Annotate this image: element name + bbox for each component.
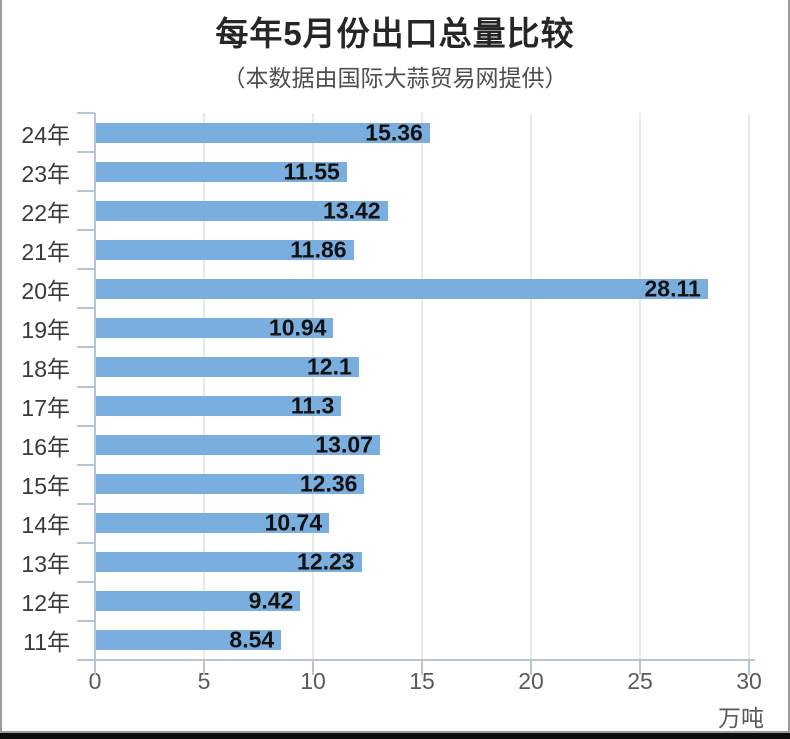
value-label: 12.23 — [297, 548, 355, 575]
bar-row: 13.07 — [95, 426, 749, 465]
bar: 9.42 — [95, 587, 301, 614]
x-axis-tick — [530, 660, 532, 675]
category-label: 22年 — [21, 199, 70, 226]
y-axis-tick — [77, 112, 95, 114]
bar: 10.74 — [95, 509, 330, 536]
bar-row: 11.55 — [95, 152, 749, 191]
y-axis-tick — [77, 268, 95, 271]
category-label: 20年 — [21, 277, 70, 304]
x-axis-tick — [203, 660, 205, 675]
plot-area: 15.36 11.55 13.42 11.86 28.11 10.94 12.1 11.3 13… — [77, 112, 755, 675]
gridline — [530, 113, 532, 660]
bar: 13.42 — [95, 197, 388, 224]
bar: 28.11 — [95, 275, 708, 302]
y-axis-tick — [77, 307, 95, 310]
bar: 15.36 — [95, 119, 430, 146]
frame-border-left — [0, 0, 2, 739]
frame-bottom-black-bar — [0, 733, 790, 739]
y-axis-tick — [77, 190, 95, 193]
y-axis-line — [94, 113, 96, 660]
bar: 12.1 — [95, 353, 359, 380]
bar-row: 10.94 — [95, 308, 749, 347]
bar-row: 28.11 — [95, 269, 749, 308]
x-axis-tick — [312, 660, 314, 675]
bar-row: 11.86 — [95, 230, 749, 269]
y-axis-tick — [77, 580, 95, 583]
bar-row: 10.74 — [95, 504, 749, 543]
category-label: 15年 — [21, 473, 70, 500]
x-axis-line — [77, 659, 755, 661]
x-axis-tick-label: 0 — [88, 668, 102, 694]
bar-row: 12.36 — [95, 465, 749, 504]
category-label: 16年 — [21, 434, 70, 461]
category-label: 19年 — [21, 316, 70, 343]
chart-subtitle: （本数据由国际大蒜贸易网提供） — [222, 65, 568, 91]
value-label: 11.3 — [290, 392, 335, 419]
y-axis-tick — [77, 541, 95, 544]
value-label: 10.74 — [264, 509, 323, 536]
value-label: 8.54 — [229, 626, 275, 653]
category-label: 14年 — [21, 512, 70, 539]
bar-row: 12.1 — [95, 347, 749, 386]
x-axis-tick — [748, 660, 750, 675]
gridline — [748, 113, 750, 660]
gridline — [203, 113, 205, 660]
value-label: 11.55 — [283, 158, 340, 185]
bar: 11.3 — [95, 392, 342, 419]
x-axis-tick — [639, 660, 641, 675]
axis-unit-label: 万吨 — [718, 705, 764, 731]
y-axis-labels: 24年 23年 22年 21年 20年 19年 18年 17年 16年 15年 14年 13年 12年 1… — [0, 113, 70, 660]
bar: 12.23 — [95, 548, 362, 575]
category-label: 21年 — [21, 238, 70, 265]
category-label: 17年 — [21, 395, 70, 422]
category-label: 18年 — [21, 355, 70, 382]
chart-title: 每年5月份出口总量比较 — [215, 15, 575, 52]
y-axis-tick — [77, 229, 95, 232]
value-label: 13.07 — [315, 431, 373, 458]
x-axis-tick — [421, 660, 423, 675]
bar: 12.36 — [95, 470, 365, 497]
y-axis-tick — [77, 502, 95, 505]
value-label: 9.42 — [248, 587, 294, 614]
value-label: 13.42 — [322, 197, 381, 224]
bar: 13.07 — [95, 431, 380, 458]
y-axis-tick — [77, 463, 95, 466]
value-label: 10.94 — [268, 314, 327, 341]
gridline — [312, 113, 314, 660]
gridline — [421, 113, 423, 660]
y-axis-tick — [77, 385, 95, 388]
y-axis-tick — [77, 346, 95, 349]
category-label: 23年 — [21, 160, 70, 187]
value-label: 12.36 — [299, 470, 358, 497]
bar-row: 8.54 — [95, 621, 749, 660]
x-axis-tick — [94, 660, 96, 675]
bar: 8.54 — [95, 626, 282, 653]
frame-border-right — [788, 0, 790, 739]
x-axis-tick-label: 5 — [197, 668, 211, 694]
bar-row: 11.3 — [95, 387, 749, 426]
bar: 10.94 — [95, 314, 334, 341]
bar: 11.55 — [95, 158, 347, 185]
y-axis-tick — [77, 424, 95, 427]
y-axis-tick — [77, 151, 95, 154]
bar-row: 12.23 — [95, 543, 749, 582]
value-label: 12.1 — [307, 353, 352, 380]
category-label: 24年 — [21, 121, 70, 148]
bar-row: 13.42 — [95, 191, 749, 230]
category-label: 11年 — [23, 629, 70, 656]
value-label: 28.11 — [644, 275, 701, 302]
value-label: 11.86 — [290, 236, 347, 263]
category-label: 13年 — [21, 551, 70, 578]
frame-border-bottom — [0, 731, 790, 733]
bar: 11.86 — [95, 236, 354, 263]
bar-row: 15.36 — [95, 113, 749, 152]
bar-row: 9.42 — [95, 582, 749, 621]
gridline — [639, 113, 641, 660]
category-label: 12年 — [21, 590, 70, 617]
y-axis-tick — [77, 619, 95, 622]
value-label: 15.36 — [365, 119, 423, 146]
